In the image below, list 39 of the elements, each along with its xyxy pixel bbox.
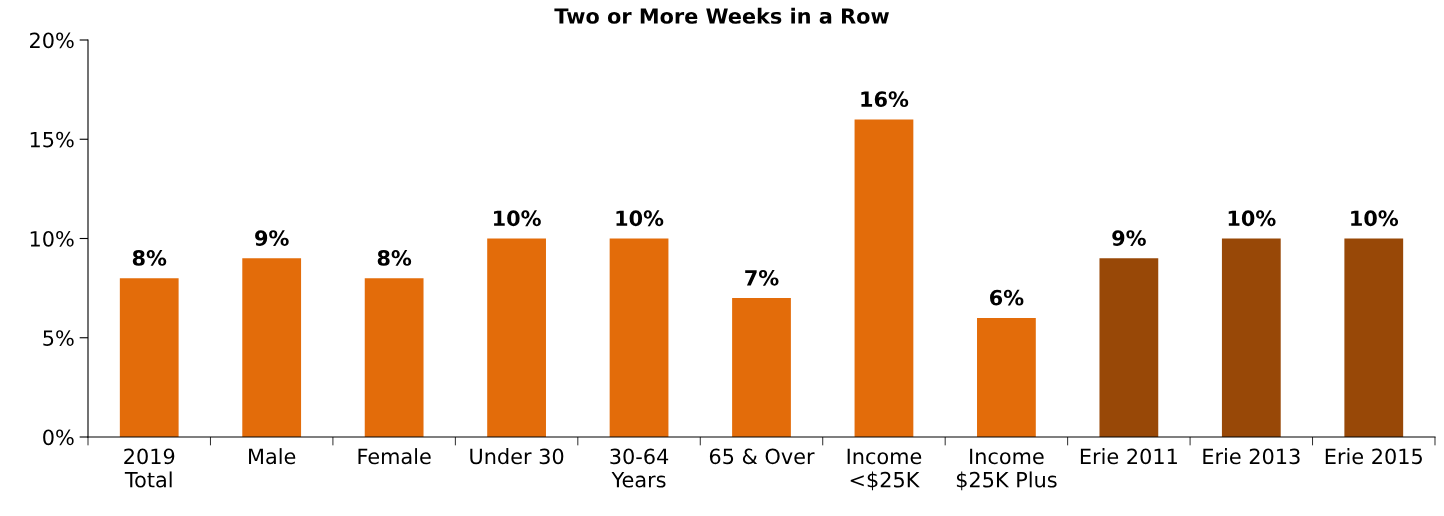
y-tick-label: 20% — [30, 32, 74, 49]
bar — [854, 119, 914, 437]
bar — [1344, 238, 1404, 437]
chart-title: Two or More Weeks in a Row — [554, 7, 889, 24]
bar — [242, 258, 302, 437]
data-label: 10% — [494, 210, 541, 227]
data-label: 10% — [616, 210, 664, 227]
y-tick-label: 15% — [30, 131, 74, 148]
x-tick-label: Erie 2013 — [1203, 448, 1300, 465]
data-label: 7% — [745, 269, 779, 286]
bar — [119, 278, 179, 437]
bar — [487, 238, 546, 437]
data-label: 8% — [377, 250, 412, 266]
data-label: 9% — [255, 230, 289, 246]
x-tick-label: 2019 Total — [124, 448, 175, 488]
x-tick-label: Income <$25K — [847, 448, 922, 491]
y-tick-label: 10% — [30, 230, 74, 247]
bar — [732, 298, 791, 437]
bar — [609, 238, 669, 437]
x-tick-label: 30-64 Years — [610, 448, 669, 488]
x-tick-label: Male — [249, 448, 296, 465]
x-tick-label: Erie 2011 — [1080, 448, 1177, 465]
data-label: 8% — [132, 250, 167, 266]
data-label: 16% — [861, 91, 909, 108]
data-label: 9% — [1112, 230, 1146, 246]
bar — [364, 278, 424, 437]
y-tick-label: 5% — [43, 330, 74, 346]
x-tick-label: 65 & Over — [709, 448, 815, 465]
bar — [1099, 258, 1159, 437]
data-label: 6% — [990, 289, 1024, 306]
y-tick-label: 0% — [43, 429, 74, 446]
bar — [977, 317, 1036, 437]
x-tick-label: Female — [358, 448, 431, 465]
bar — [1221, 238, 1281, 437]
data-label: 10% — [1351, 210, 1399, 227]
x-tick-label: Under 30 — [470, 448, 564, 465]
x-tick-label: Erie 2015 — [1325, 448, 1422, 465]
x-tick-label: Income $25K Plus — [956, 448, 1057, 491]
data-label: 10% — [1228, 210, 1276, 227]
